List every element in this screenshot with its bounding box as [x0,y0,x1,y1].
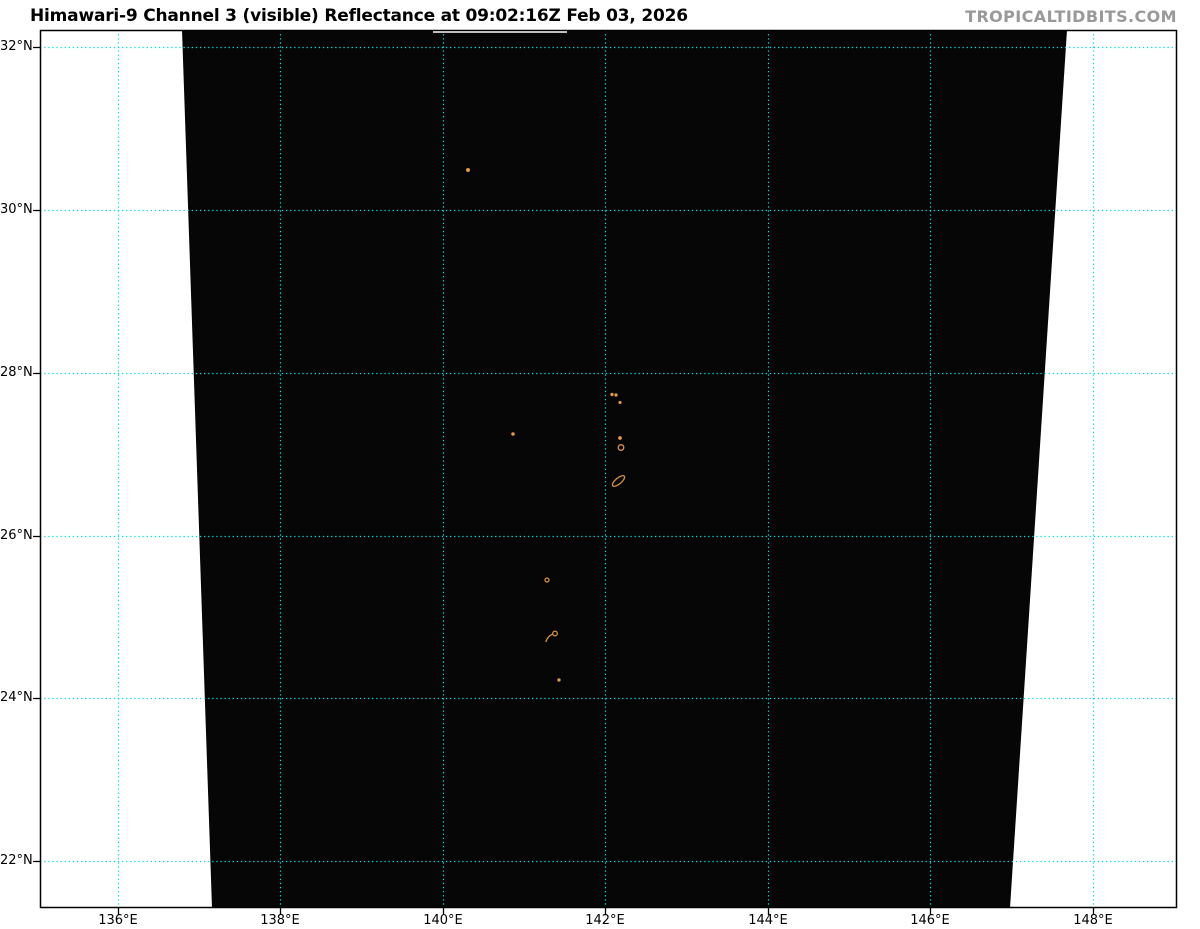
lon-tick-label: 140°E [423,913,463,928]
graticule-gridlines [41,31,1176,907]
lat-tick-label: 22°N [0,853,33,868]
island-coastline [610,392,614,397]
island-coastline [617,444,625,451]
island-coastline [511,432,515,436]
lat-tick-label: 28°N [0,365,33,380]
lat-tick-label: 30°N [0,202,33,217]
lon-tick-label: 144°E [748,913,788,928]
island-coastline [552,630,558,637]
island-coastlines [465,167,626,682]
plot-frame-border [39,29,1178,909]
island-coastline [545,633,553,643]
site-watermark-logo: TROPICALTIDBITS.COM [965,7,1177,26]
image-title: Himawari-9 Channel 3 (visible) Reflectan… [30,6,688,26]
satellite-swath-region [182,30,1067,908]
lat-tick-label: 24°N [0,690,33,705]
lat-tick-label: 26°N [0,528,33,543]
axis-tick-marks [33,46,1095,915]
island-coastline [618,436,622,440]
island-coastline [544,577,550,583]
island-coastline [465,167,470,172]
lat-tick-label: 32°N [0,39,33,54]
island-coastline [557,678,561,682]
lon-tick-label: 148°E [1073,913,1113,928]
lon-tick-label: 136°E [98,913,138,928]
island-coastline [614,393,618,397]
lon-tick-label: 138°E [260,913,300,928]
island-coastline [618,400,622,405]
lon-tick-label: 146°E [910,913,950,928]
island-coastline [611,475,626,487]
lon-tick-label: 142°E [585,913,625,928]
